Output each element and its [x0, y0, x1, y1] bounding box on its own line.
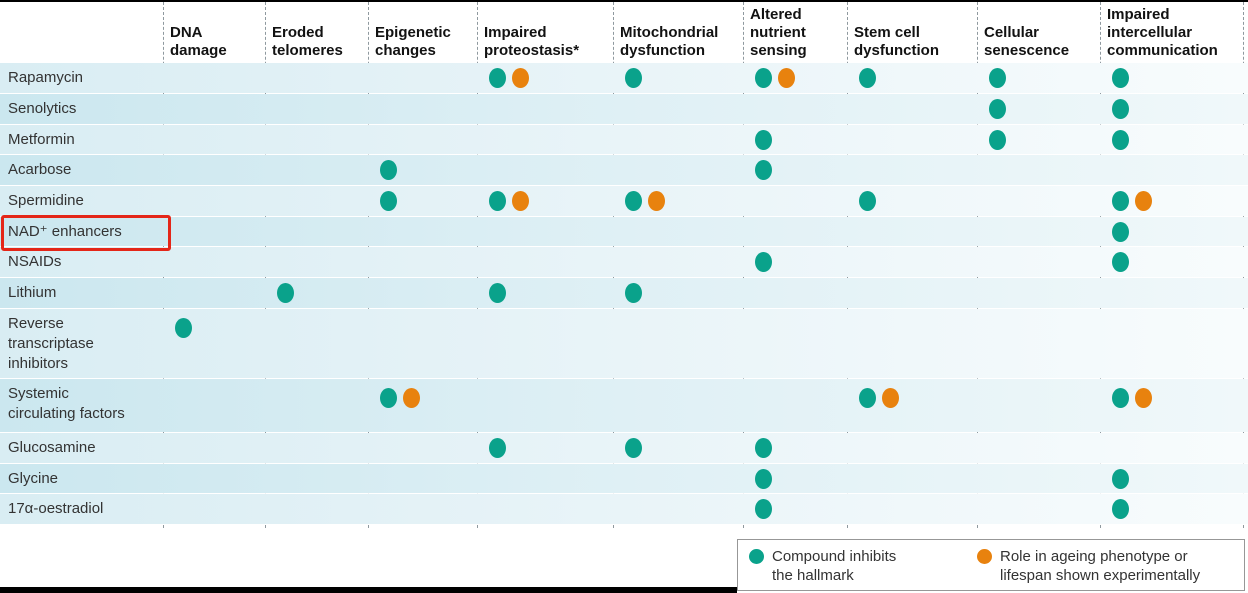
inhibits-dot: [755, 129, 772, 150]
experimental-dot-icon: [977, 549, 992, 564]
row-label: Rapamycin: [8, 69, 84, 86]
inhibits-dot: [1112, 99, 1129, 119]
column-header-dna-damage: DNA damage: [170, 24, 227, 59]
row-band: [0, 186, 1248, 216]
nad-enhancers-highlight-box: [1, 215, 171, 251]
row-label: Glycine: [8, 469, 59, 487]
inhibits-dot: [489, 438, 506, 458]
row-label: Spermidine: [8, 192, 84, 209]
inhibits-dot: [1112, 388, 1129, 408]
legend-entry-experimental: Role in ageing phenotype or lifespan sho…: [977, 547, 1200, 585]
row-band: [0, 433, 1248, 463]
experimental-dot: [512, 68, 529, 88]
row-band: [0, 63, 1248, 93]
inhibits-dot: [989, 68, 1006, 88]
column-header-impaired-intercellular-communication: Impaired intercellular communication: [1107, 6, 1218, 59]
inhibits-dot: [1112, 499, 1129, 519]
column-header-stem-cell-dysfunction: Stem cell dysfunction: [854, 24, 939, 59]
inhibits-dot: [989, 99, 1006, 119]
column-header-mitochondrial-dysfunction: Mitochondrial dysfunction: [620, 24, 719, 59]
inhibits-dot: [625, 191, 642, 211]
inhibits-dot: [625, 68, 642, 88]
row-band: [0, 278, 1248, 308]
column-header-impaired-proteostasis: Impaired proteostasis*: [484, 24, 580, 59]
row-label: 17α-oestradiol: [8, 500, 104, 517]
top-border-line: [0, 0, 1248, 2]
inhibits-dot: [380, 191, 397, 211]
experimental-dot: [1135, 191, 1152, 211]
column-header-cellular-senescence: Cellular senescence: [984, 24, 1070, 59]
experimental-dot: [648, 191, 665, 211]
inhibits-dot: [625, 283, 642, 303]
row-label: Lithium: [8, 284, 57, 301]
bottom-border-bar: [0, 587, 737, 593]
experimental-dot: [1135, 388, 1152, 408]
inhibits-dot: [277, 283, 294, 303]
inhibits-dot: [1112, 191, 1129, 211]
column-header-epigenetic-changes: Epigenetic changes: [375, 24, 451, 59]
inhibits-dot: [755, 468, 772, 489]
row-band: [0, 464, 1248, 493]
inhibits-dot: [1112, 221, 1129, 242]
row-band: [0, 94, 1248, 124]
inhibits-dot: [755, 160, 772, 180]
row-label: Systemic circulating factors: [8, 385, 125, 422]
row-label: Reverse transcriptase inhibitors: [8, 315, 94, 372]
row-band: [0, 217, 1248, 246]
inhibits-dot: [859, 388, 876, 408]
inhibits-dot: [175, 318, 192, 338]
inhibits-dot: [489, 191, 506, 211]
inhibits-dot: [489, 68, 506, 88]
inhibits-dot: [755, 68, 772, 88]
inhibits-dot: [1112, 252, 1129, 272]
inhibits-dot: [755, 438, 772, 458]
column-header-eroded-telomeres: Eroded telomeres: [272, 24, 343, 59]
inhibits-dot: [755, 252, 772, 272]
legend-label-inhibits: Compound inhibits the hallmark: [772, 548, 897, 584]
experimental-dot: [882, 388, 899, 408]
row-label: Metformin: [8, 130, 75, 148]
inhibits-dot: [380, 160, 397, 180]
inhibits-dot: [1112, 468, 1129, 489]
legend: Compound inhibits the hallmark Role in a…: [737, 539, 1245, 591]
row-label: Senolytics: [8, 100, 77, 117]
row-band: [0, 494, 1248, 524]
inhibits-dot: [489, 283, 506, 303]
experimental-dot: [778, 68, 795, 88]
row-label: Acarbose: [8, 161, 72, 178]
inhibits-dot: [859, 68, 876, 88]
inhibits-dot: [859, 191, 876, 211]
legend-label-experimental: Role in ageing phenotype or lifespan sho…: [1000, 548, 1201, 584]
column-header-altered-nutrient-sensing: Altered nutrient sensing: [750, 6, 807, 59]
row-band: [0, 309, 1248, 378]
row-band: [0, 155, 1248, 185]
inhibits-dot: [380, 388, 397, 408]
experimental-dot: [403, 388, 420, 408]
legend-entry-inhibits: Compound inhibits the hallmark: [749, 547, 896, 585]
inhibits-dot-icon: [749, 549, 764, 564]
row-band: [0, 125, 1248, 154]
row-band: [0, 247, 1248, 277]
inhibits-dot: [1112, 68, 1129, 88]
inhibits-dot: [1112, 129, 1129, 150]
inhibits-dot: [625, 438, 642, 458]
inhibits-dot: [989, 129, 1006, 150]
inhibits-dot: [755, 499, 772, 519]
experimental-dot: [512, 191, 529, 211]
row-band: [0, 379, 1248, 432]
row-label: NAD⁺ enhancers: [8, 222, 122, 240]
row-label: Glucosamine: [8, 439, 96, 456]
row-label: NSAIDs: [8, 253, 62, 270]
